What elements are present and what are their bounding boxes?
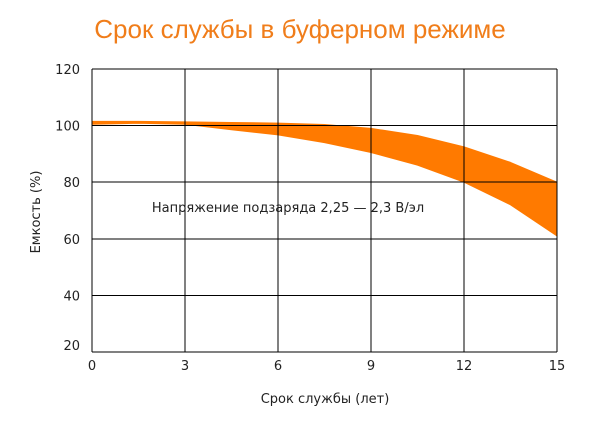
y-tick-label-100: 100 bbox=[55, 120, 80, 135]
x-axis-label: Срок службы (лет) bbox=[261, 392, 390, 407]
x-tick-label-15: 15 bbox=[549, 359, 566, 374]
chart-annotation: Напряжение подзаряда 2,25 — 2,3 В/эл bbox=[152, 201, 424, 216]
y-tick-label-40: 40 bbox=[63, 289, 80, 304]
y-axis-label: Емкость (%) bbox=[29, 171, 44, 254]
x-tick-label-0: 0 bbox=[88, 359, 96, 374]
y-tick-label-60: 60 bbox=[63, 233, 80, 248]
x-tick-label-12: 12 bbox=[456, 359, 473, 374]
chart-title: Срок службы в буферном режиме bbox=[94, 14, 506, 44]
y-tick-label-20: 20 bbox=[63, 339, 80, 354]
x-tick-label-9: 9 bbox=[367, 359, 375, 374]
y-tick-label-80: 80 bbox=[63, 176, 80, 191]
capacity-band-0 bbox=[91, 120, 558, 237]
x-tick-label-3: 3 bbox=[181, 359, 189, 374]
x-tick-label-6: 6 bbox=[274, 359, 282, 374]
y-tick-label-120: 120 bbox=[55, 63, 80, 78]
